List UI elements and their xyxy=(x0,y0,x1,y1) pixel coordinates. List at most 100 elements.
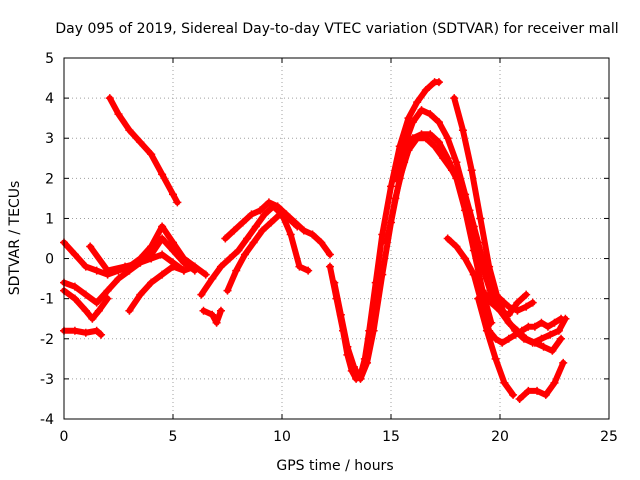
data-point xyxy=(500,378,509,387)
data-point xyxy=(530,322,539,331)
data-series xyxy=(60,78,570,403)
data-point xyxy=(461,254,470,263)
grid xyxy=(64,58,609,419)
data-point xyxy=(230,226,239,235)
data-point xyxy=(519,334,528,343)
data-point xyxy=(260,210,269,219)
tick-labels: 0 5 10 15 20 25 -4 -3 -2 -1 0 1 2 3 4 5 xyxy=(40,51,618,445)
series-arc-21 xyxy=(515,358,568,403)
data-point xyxy=(408,118,417,127)
data-point xyxy=(169,262,177,271)
y-tick-label: -3 xyxy=(40,372,54,388)
x-tick-label: 10 xyxy=(273,429,291,445)
data-point xyxy=(467,166,476,175)
data-point xyxy=(522,302,531,311)
data-point xyxy=(513,298,522,307)
data-point xyxy=(114,274,123,283)
data-point xyxy=(476,214,485,223)
data-point xyxy=(450,94,459,103)
data-point xyxy=(546,330,555,339)
data-point xyxy=(426,110,435,119)
series-arc-8 xyxy=(199,306,225,327)
data-point xyxy=(550,318,559,327)
data-point xyxy=(92,298,101,307)
data-point xyxy=(147,254,156,263)
data-point xyxy=(452,158,461,167)
series-line xyxy=(106,95,181,206)
data-point xyxy=(238,218,247,227)
data-point xyxy=(103,294,112,303)
data-point xyxy=(221,234,230,243)
series-arc-7 xyxy=(105,94,182,207)
series-line xyxy=(61,287,111,322)
data-point xyxy=(550,378,559,387)
data-point xyxy=(243,234,252,243)
data-point xyxy=(504,302,513,311)
data-point xyxy=(249,238,258,247)
series-line xyxy=(392,107,565,354)
data-point xyxy=(136,258,145,267)
data-point xyxy=(434,138,443,147)
data-point xyxy=(169,190,177,199)
data-point xyxy=(557,314,566,323)
data-point xyxy=(528,298,537,307)
data-point xyxy=(378,230,387,239)
data-point xyxy=(421,86,430,95)
data-point xyxy=(391,194,400,203)
data-point xyxy=(400,142,409,151)
data-point xyxy=(293,222,302,231)
data-point xyxy=(452,242,461,251)
data-point xyxy=(502,314,511,323)
data-point xyxy=(430,142,439,151)
data-point xyxy=(491,354,500,363)
series-line xyxy=(516,359,567,402)
data-point xyxy=(147,278,156,287)
data-point xyxy=(387,182,395,191)
x-tick-label: 15 xyxy=(382,429,400,445)
y-tick-label: -2 xyxy=(40,332,54,348)
data-point xyxy=(461,190,470,199)
data-point xyxy=(537,318,546,327)
y-tick-label: 3 xyxy=(45,131,54,147)
data-point xyxy=(70,294,79,303)
data-point xyxy=(325,250,334,259)
data-point xyxy=(349,362,358,371)
series-arc-6 xyxy=(125,262,199,315)
y-tick-label: 5 xyxy=(45,51,54,67)
data-point xyxy=(125,306,134,315)
data-point xyxy=(317,238,326,247)
data-point xyxy=(474,294,483,303)
data-point xyxy=(515,394,524,403)
series-arc-19 xyxy=(474,294,518,399)
series-arc-20 xyxy=(487,286,537,315)
data-point xyxy=(443,234,452,243)
data-point xyxy=(216,262,225,271)
data-point xyxy=(491,334,500,343)
data-point xyxy=(511,330,520,339)
data-point xyxy=(197,290,206,299)
chart-title: Day 095 of 2019, Sidereal Day-to-day VTE… xyxy=(55,21,618,37)
data-point xyxy=(378,270,387,279)
data-point xyxy=(169,238,177,247)
x-tick-label: 5 xyxy=(169,429,178,445)
data-point xyxy=(86,242,95,251)
data-point xyxy=(173,198,182,207)
y-tick-label: 1 xyxy=(45,211,54,227)
data-point xyxy=(308,230,317,239)
series-arc-9 xyxy=(197,202,313,299)
data-point xyxy=(559,358,568,367)
data-point xyxy=(88,314,97,323)
data-point xyxy=(158,170,167,179)
data-point xyxy=(258,226,267,235)
data-point xyxy=(147,150,156,159)
data-point xyxy=(286,230,295,239)
data-point xyxy=(81,262,90,271)
data-point xyxy=(404,114,413,123)
data-point xyxy=(517,326,526,335)
data-point xyxy=(247,210,256,219)
data-point xyxy=(208,274,217,283)
data-point xyxy=(543,322,552,331)
data-point xyxy=(251,222,260,231)
data-point xyxy=(264,198,273,207)
